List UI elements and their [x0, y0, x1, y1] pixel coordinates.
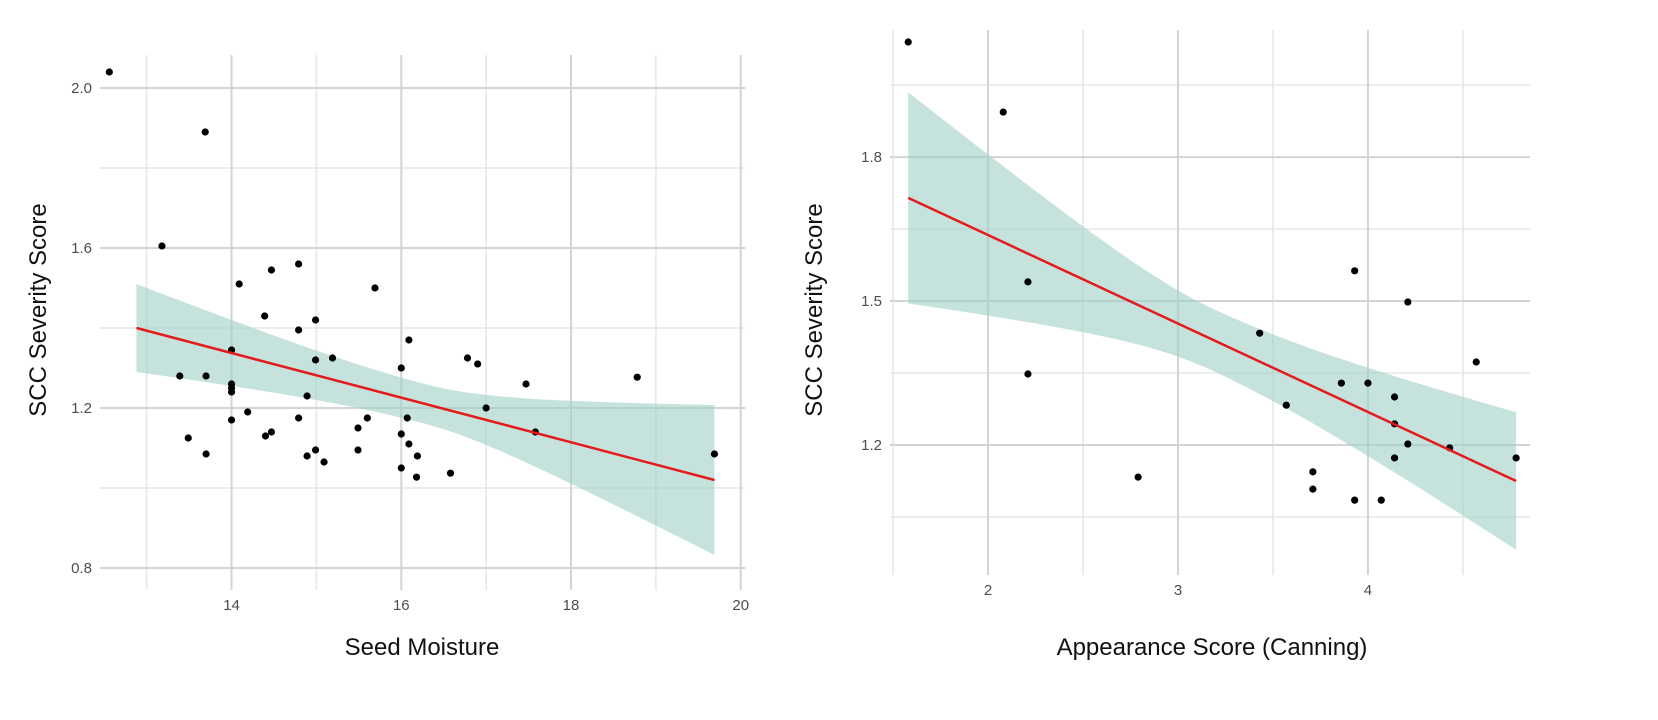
left-y-axis-label: SCC Severity Score — [25, 203, 52, 416]
data-point — [267, 266, 276, 274]
data-point — [202, 372, 210, 380]
data-point — [1512, 454, 1520, 462]
data-point — [244, 408, 252, 416]
data-point — [328, 354, 337, 362]
appearance-score-panel: 2 3 4 1.2 1.5 1.8 — [861, 30, 1530, 599]
data-point — [105, 68, 113, 76]
data-point — [1309, 485, 1317, 493]
data-point — [1377, 496, 1385, 504]
right-y-axis-label: SCC Severity Score — [801, 203, 828, 416]
data-point — [363, 414, 371, 422]
data-point — [294, 326, 303, 334]
data-point — [403, 414, 411, 422]
x-tick-label: 20 — [732, 597, 749, 614]
y-tick-label: 1.2 — [861, 437, 882, 454]
data-point — [1024, 370, 1032, 378]
data-point — [412, 473, 421, 481]
data-point — [201, 128, 209, 136]
regression-line — [136, 326, 715, 482]
data-point — [294, 260, 303, 268]
data-point — [1024, 278, 1032, 286]
seed-moisture-panel: 14 16 18 20 0.8 1.2 1.6 2.0 — [71, 55, 749, 614]
data-point — [397, 464, 405, 472]
data-point — [303, 452, 311, 460]
data-point — [1134, 473, 1142, 481]
data-point — [227, 416, 236, 424]
data-point — [710, 450, 719, 458]
data-point — [1404, 440, 1412, 448]
data-point — [371, 284, 379, 292]
data-point — [413, 452, 422, 460]
left-x-axis-label: Seed Moisture — [345, 634, 500, 661]
y-tick-label: 1.8 — [861, 149, 882, 166]
data-point — [397, 430, 405, 438]
data-point — [311, 356, 320, 364]
x-tick-label: 18 — [563, 597, 580, 614]
data-point — [482, 404, 490, 412]
data-point — [1337, 379, 1345, 387]
data-point — [261, 312, 269, 320]
data-point — [354, 424, 362, 432]
data-point — [294, 414, 303, 422]
data-point — [1256, 329, 1264, 337]
data-point — [354, 446, 362, 454]
x-tick-label: 14 — [223, 597, 240, 614]
data-point — [202, 450, 210, 458]
data-point — [158, 242, 166, 250]
data-point — [446, 469, 455, 477]
data-point — [227, 388, 236, 396]
y-tick-label: 2.0 — [71, 80, 92, 97]
data-point — [303, 392, 311, 400]
data-point — [235, 280, 243, 288]
data-point — [405, 336, 413, 344]
data-point — [474, 360, 482, 368]
x-tick-label: 16 — [393, 597, 410, 614]
data-point — [1351, 496, 1359, 504]
y-tick-label: 1.2 — [71, 400, 92, 417]
data-point — [311, 446, 320, 454]
y-tick-label: 1.5 — [861, 293, 882, 310]
regression-line — [907, 196, 1517, 483]
confidence-band — [908, 92, 1517, 550]
data-point — [1351, 267, 1359, 275]
right-x-axis-label: Appearance Score (Canning) — [1057, 634, 1368, 661]
data-point — [1309, 468, 1317, 476]
data-point — [463, 354, 472, 362]
data-point — [1282, 401, 1290, 409]
data-point — [1364, 379, 1372, 387]
x-tick-label: 3 — [1174, 582, 1182, 599]
data-point — [999, 108, 1007, 116]
data-point — [261, 432, 270, 440]
data-point — [320, 458, 328, 466]
data-point — [405, 440, 413, 448]
confidence-band — [136, 284, 715, 555]
data-point — [633, 373, 641, 381]
y-tick-label: 1.6 — [71, 240, 92, 257]
data-point — [397, 364, 405, 372]
data-point — [904, 38, 912, 46]
x-tick-label: 4 — [1364, 582, 1372, 599]
data-point — [1390, 454, 1399, 462]
x-tick-label: 2 — [984, 582, 992, 599]
data-point — [1404, 298, 1412, 306]
data-point — [267, 428, 276, 436]
data-point — [311, 316, 320, 324]
data-point — [1390, 393, 1399, 401]
data-point — [1472, 358, 1480, 366]
y-tick-label: 0.8 — [71, 560, 92, 577]
data-point — [176, 372, 184, 380]
data-point — [522, 380, 530, 388]
data-point — [184, 434, 192, 442]
